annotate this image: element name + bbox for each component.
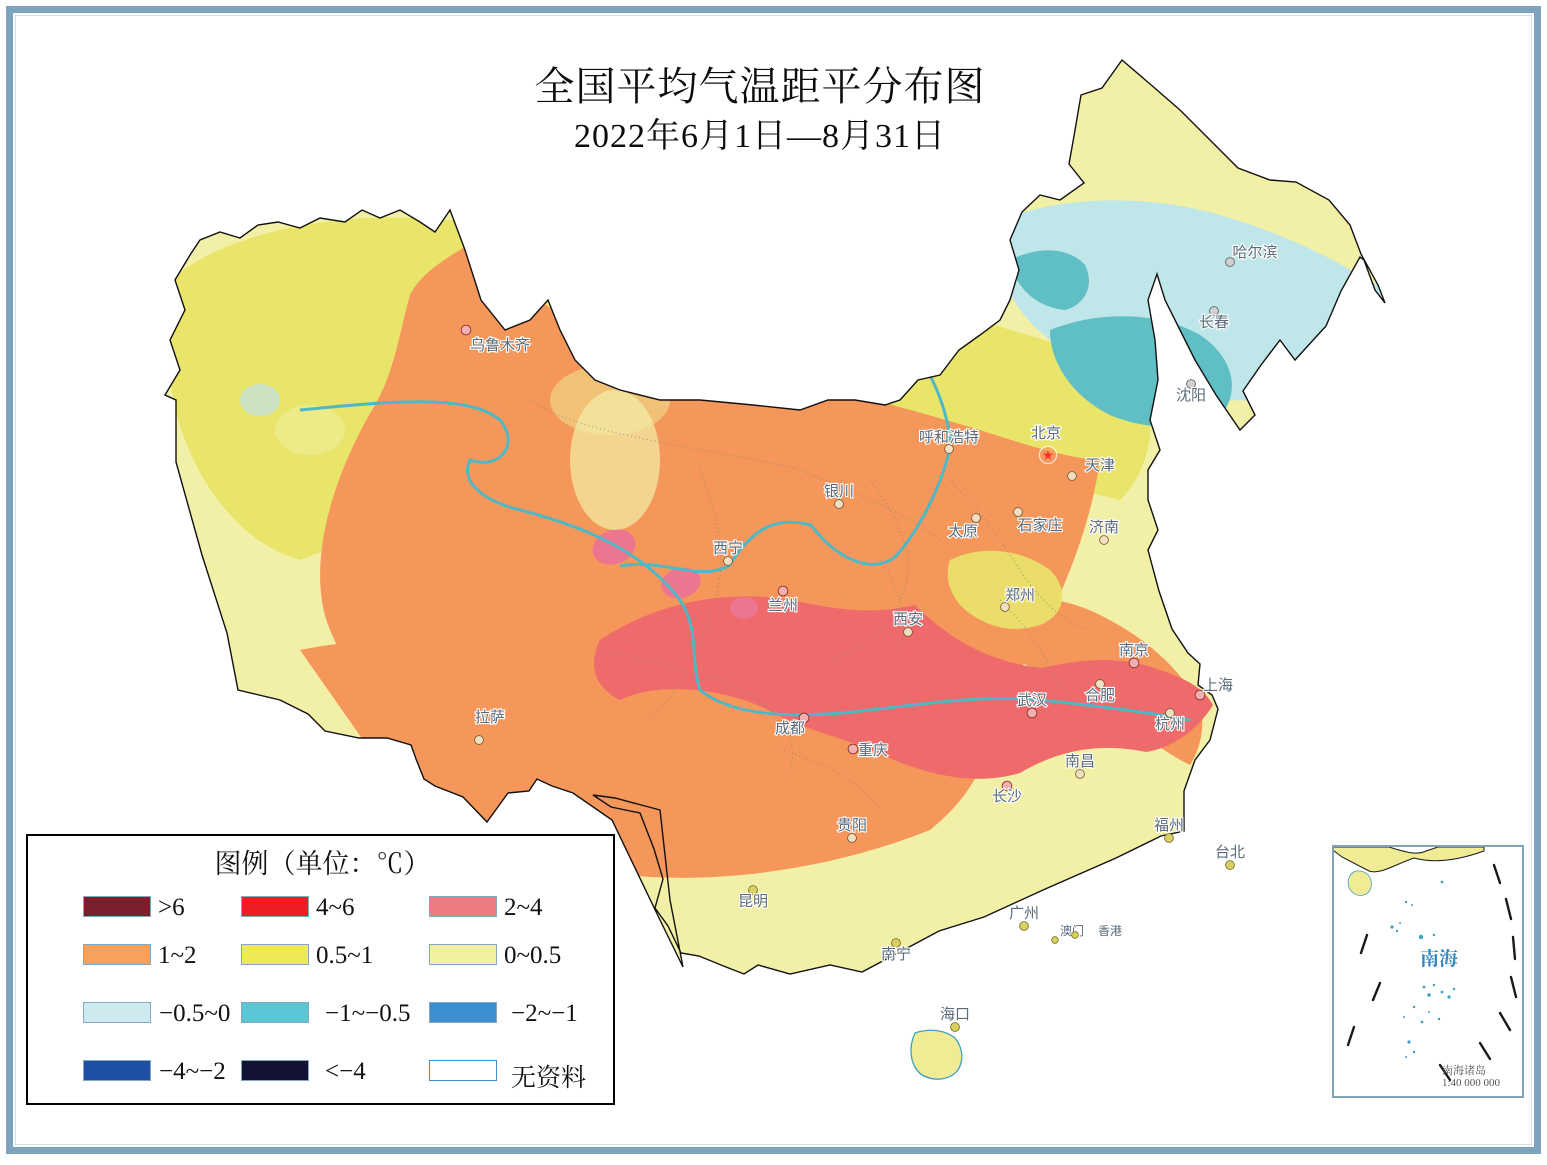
svg-text:呼和浩特: 呼和浩特 — [919, 429, 979, 446]
svg-text:成都: 成都 — [775, 720, 805, 737]
svg-text:天津: 天津 — [1085, 457, 1115, 474]
svg-text:南昌: 南昌 — [1065, 753, 1095, 770]
svg-text:杭州: 杭州 — [1155, 716, 1185, 733]
svg-text:重庆: 重庆 — [858, 742, 888, 759]
svg-text:武汉: 武汉 — [1017, 692, 1047, 709]
svg-text:南海: 南海 — [1420, 947, 1458, 970]
svg-text:兰州: 兰州 — [768, 597, 798, 614]
svg-text:北京: 北京 — [1031, 425, 1061, 442]
svg-text:长沙: 长沙 — [992, 788, 1022, 805]
svg-text:南宁: 南宁 — [881, 946, 911, 963]
svg-text:南京: 南京 — [1119, 642, 1149, 659]
svg-text:济南: 济南 — [1089, 519, 1119, 536]
svg-text:香港: 香港 — [1098, 924, 1122, 938]
svg-text:海口: 海口 — [940, 1006, 970, 1023]
svg-text:哈尔滨: 哈尔滨 — [1232, 244, 1277, 261]
svg-text:长春: 长春 — [1199, 314, 1229, 331]
svg-text:西宁: 西宁 — [713, 540, 743, 557]
svg-text:昆明: 昆明 — [738, 893, 768, 910]
svg-text:合肥: 合肥 — [1085, 687, 1115, 704]
svg-text:石家庄: 石家庄 — [1017, 516, 1062, 534]
svg-text:福州: 福州 — [1154, 817, 1184, 834]
svg-text:贵阳: 贵阳 — [837, 817, 867, 834]
svg-text:郑州: 郑州 — [1005, 587, 1035, 604]
svg-text:沈阳: 沈阳 — [1176, 387, 1206, 404]
svg-text:上海: 上海 — [1203, 677, 1233, 694]
svg-text:乌鲁木齐: 乌鲁木齐 — [470, 337, 530, 354]
svg-text:广州: 广州 — [1009, 905, 1039, 922]
svg-text:太原: 太原 — [948, 523, 978, 540]
svg-text:拉萨: 拉萨 — [475, 709, 505, 726]
svg-text:银川: 银川 — [824, 483, 854, 500]
svg-text:西安: 西安 — [893, 611, 923, 628]
svg-text:台北: 台北 — [1215, 844, 1245, 861]
